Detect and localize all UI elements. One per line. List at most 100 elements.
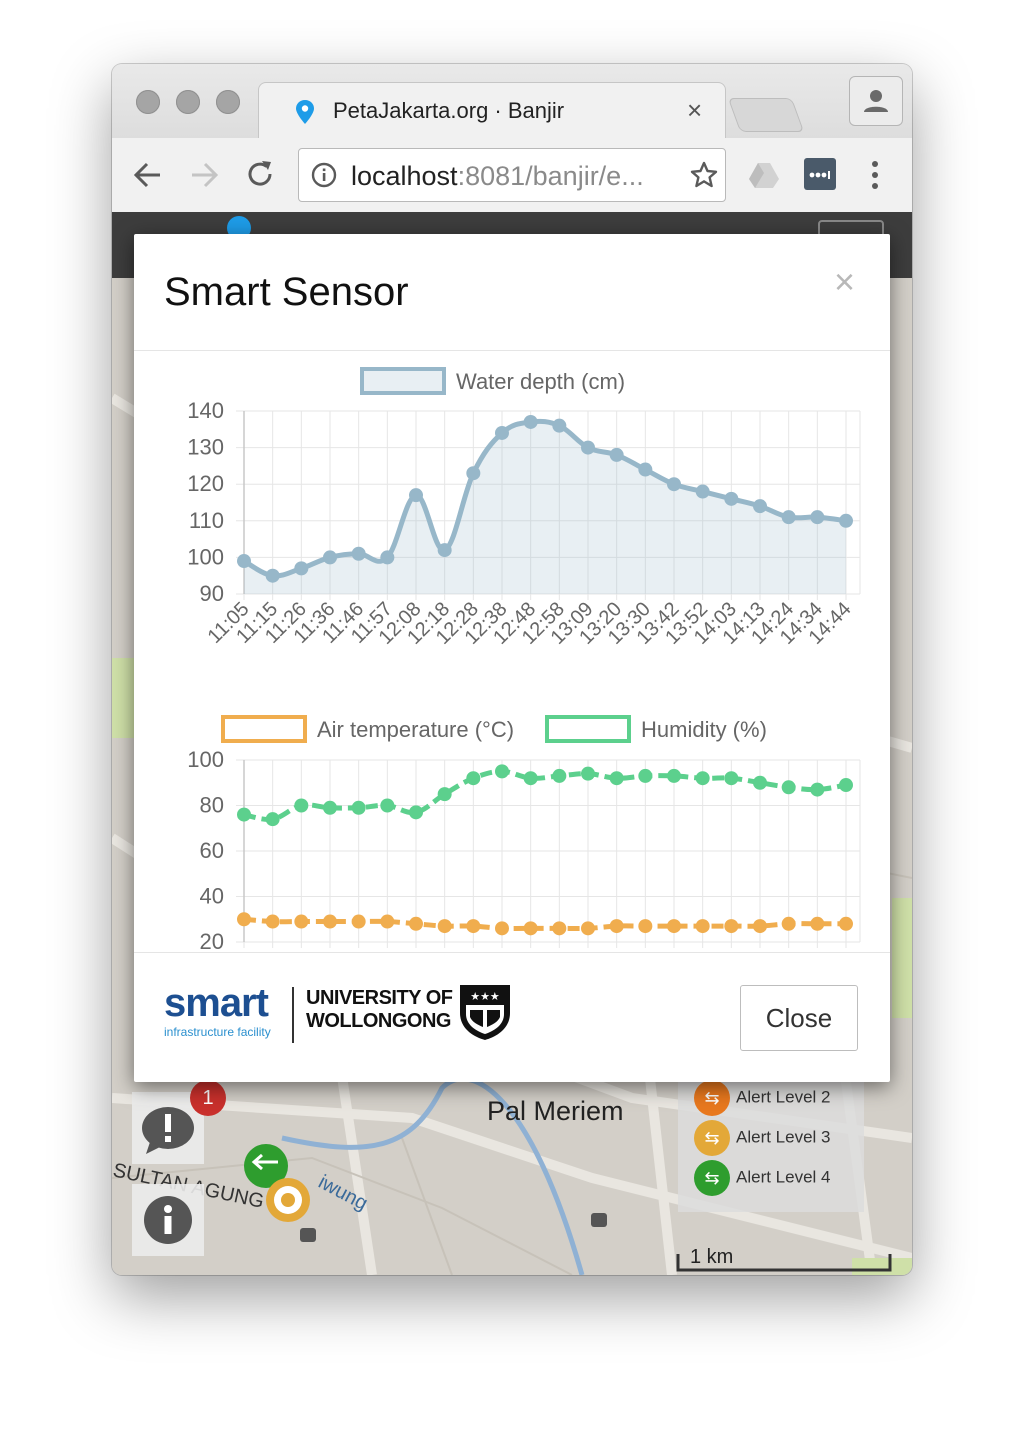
close-window-button[interactable]: [136, 90, 160, 114]
train-station-icon: [300, 1213, 607, 1242]
data-point: [409, 916, 423, 931]
chart-grid: [236, 759, 861, 948]
data-point: [409, 488, 423, 503]
data-point: [323, 550, 337, 565]
sensor-marker[interactable]: [266, 1178, 310, 1222]
data-point: [609, 771, 624, 786]
data-point: [724, 771, 739, 786]
smart-logo: smart infrastructure facility: [164, 981, 271, 1039]
alert-marker-level-4[interactable]: [244, 1144, 288, 1188]
back-icon[interactable]: [132, 160, 164, 190]
bookmark-star-icon[interactable]: [689, 160, 719, 190]
url-text: localhost:8081/banjir/e...: [351, 161, 644, 191]
smart-sensor-modal: Smart Sensor × Water depth (cm) 90 100 110 1…: [134, 234, 890, 1082]
map-scale-label: 1 km: [690, 1246, 733, 1268]
y-tick-label: 20: [200, 929, 224, 951]
maximize-window-button[interactable]: [216, 90, 240, 114]
modal-close-icon[interactable]: ×: [834, 261, 856, 302]
forward-icon[interactable]: [188, 160, 220, 190]
logo-divider: [292, 987, 294, 1043]
tab-close-icon[interactable]: ×: [687, 95, 703, 125]
data-point: [523, 771, 538, 786]
data-point: [609, 919, 624, 934]
temperature-humidity-chart: Air temperature (°C) Humidity (%) 20 40 60 80…: [187, 715, 861, 951]
data-point: [810, 782, 825, 797]
alert-level-4-icon: ⇆: [694, 1160, 730, 1196]
data-point: [294, 561, 309, 576]
data-point: [351, 800, 366, 815]
data-point: [237, 554, 251, 569]
close-button[interactable]: Close: [740, 985, 858, 1051]
modal-header: Smart Sensor ×: [134, 234, 890, 351]
legend-item-level-4: ⇆ Alert Level 4: [694, 1160, 831, 1196]
data-point: [495, 425, 509, 440]
browser-window: PetaJakarta.org · Banjir ×: [112, 64, 912, 1275]
data-point: [523, 414, 538, 429]
modal-footer: smart infrastructure facility UNIVERSITY…: [134, 952, 890, 1083]
series-area-fill: [244, 421, 846, 594]
page-viewport: Pal Meriem SULTAN AGUNG iwung 1 km: [112, 212, 912, 1275]
y-tick-label: 130: [187, 435, 224, 460]
data-point: [552, 418, 567, 433]
data-point: [380, 798, 395, 813]
y-tick-label: 120: [187, 471, 224, 496]
alert-level-2-icon: ⇆: [694, 1080, 730, 1116]
info-circle-icon: [144, 1196, 192, 1244]
modal-title: Smart Sensor: [164, 270, 409, 314]
y-tick-label: 100: [187, 544, 224, 569]
data-point: [437, 919, 452, 934]
data-point: [581, 440, 595, 455]
tab-title: PetaJakarta.org · Banjir: [333, 98, 565, 123]
data-point: [839, 916, 853, 931]
data-point: [609, 447, 624, 462]
data-point: [294, 914, 309, 929]
data-point: [351, 546, 366, 561]
data-point: [839, 513, 853, 528]
y-tick-label: 100: [187, 747, 224, 772]
y-tick-label: 90: [200, 581, 224, 606]
drive-icon[interactable]: [748, 160, 780, 190]
legend-item-level-2: ⇆ Alert Level 2: [694, 1080, 831, 1116]
data-point: [380, 914, 395, 929]
series-line: [243, 916, 846, 932]
browser-tab[interactable]: PetaJakarta.org · Banjir ×: [258, 82, 726, 139]
data-point: [265, 812, 280, 827]
minimize-window-button[interactable]: [176, 90, 200, 114]
info-button[interactable]: [132, 1184, 204, 1256]
chart-legend: Water depth (cm): [360, 367, 625, 395]
data-point: [552, 921, 567, 936]
data-point: [380, 550, 395, 565]
uow-crest-icon: ★★★: [460, 985, 510, 1040]
water-depth-chart: Water depth (cm)9010011012013014011:0511…: [187, 367, 861, 649]
address-bar[interactable]: localhost:8081/banjir/e...: [298, 148, 726, 202]
y-tick-label: 40: [200, 884, 224, 909]
data-point: [839, 778, 853, 793]
data-point: [495, 921, 509, 936]
profile-button[interactable]: [849, 76, 903, 126]
series-line: [243, 768, 847, 822]
data-point: [323, 914, 337, 929]
password-manager-icon[interactable]: [804, 158, 836, 190]
data-point: [695, 484, 710, 499]
data-point: [667, 919, 681, 934]
legend-label: Humidity (%): [641, 717, 767, 742]
reload-icon[interactable]: [244, 158, 276, 190]
data-point: [724, 491, 739, 506]
legend-swatch: [545, 715, 631, 743]
person-icon: [864, 90, 888, 112]
data-point: [237, 807, 251, 822]
menu-dots-icon[interactable]: [868, 158, 882, 192]
map-scale-bar: 1 km: [676, 1246, 892, 1272]
data-point: [581, 921, 595, 936]
y-tick-label: 80: [200, 793, 224, 818]
chart-legend: Air temperature (°C) Humidity (%): [221, 715, 767, 743]
new-tab-button[interactable]: [727, 98, 805, 132]
alert-level-3-icon: ⇆: [694, 1120, 730, 1156]
report-button[interactable]: 1: [132, 1080, 226, 1164]
data-point: [781, 510, 796, 525]
data-point: [265, 568, 280, 583]
data-point: [638, 462, 653, 477]
notification-badge: 1: [190, 1080, 226, 1116]
info-icon[interactable]: [311, 162, 337, 188]
data-point: [638, 919, 653, 934]
